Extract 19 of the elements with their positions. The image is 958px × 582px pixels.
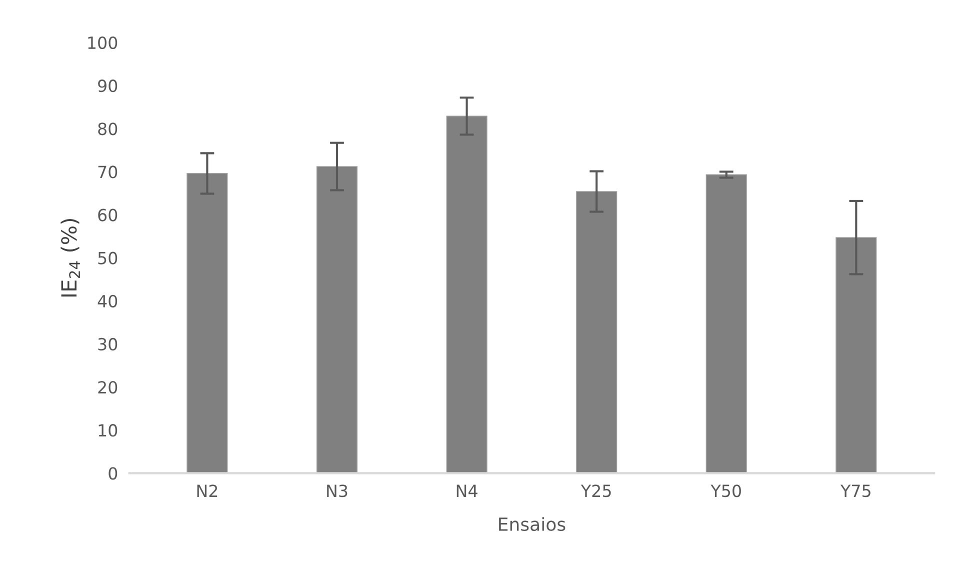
y-axis-title: IE$_{24}$ (%) — [60, 219, 80, 297]
y-tick-label: 70 — [98, 166, 118, 178]
y-tick-label: 90 — [98, 80, 118, 92]
x-tick-label: N4 — [456, 484, 478, 497]
y-tick-label: 60 — [98, 208, 118, 222]
x-tick-label: Y75 — [840, 484, 870, 498]
y-tick-label: 10 — [98, 424, 118, 437]
x-axis-title: Ensaios — [499, 517, 566, 532]
y-tick-label: 0 — [108, 467, 118, 480]
x-tick-label: N3 — [327, 484, 348, 498]
x-tick-label: Y25 — [580, 484, 611, 498]
y-tick-label: 20 — [98, 380, 118, 394]
y-tick-label: 50 — [98, 252, 118, 264]
y-tick-label: 30 — [98, 338, 118, 351]
y-tick-label: 80 — [98, 122, 118, 136]
y-tick-label: 100 — [88, 36, 118, 50]
y-tick-label: 40 — [98, 294, 118, 308]
x-tick-label: Y50 — [710, 484, 741, 498]
x-tick-label: N2 — [197, 484, 218, 497]
